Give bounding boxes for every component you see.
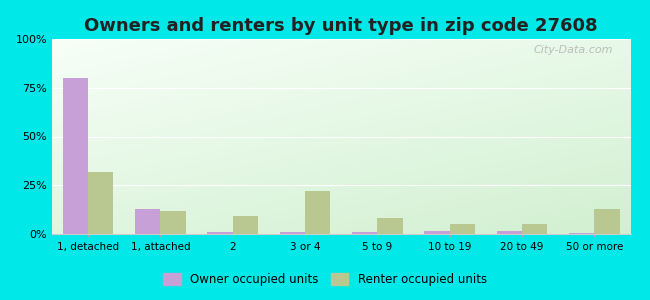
Bar xyxy=(378,218,403,234)
Bar xyxy=(594,209,619,234)
Title: Owners and renters by unit type in zip code 27608: Owners and renters by unit type in zip c… xyxy=(84,17,598,35)
Bar xyxy=(63,78,88,234)
Bar xyxy=(352,232,378,234)
Bar xyxy=(450,224,475,234)
Bar xyxy=(522,224,547,234)
Bar xyxy=(135,209,161,234)
Bar xyxy=(424,231,450,234)
Bar xyxy=(305,191,330,234)
Bar xyxy=(233,217,258,234)
Legend: Owner occupied units, Renter occupied units: Owner occupied units, Renter occupied un… xyxy=(159,268,491,291)
Bar xyxy=(569,233,594,234)
Bar xyxy=(161,211,186,234)
Bar xyxy=(88,172,114,234)
Bar xyxy=(497,231,522,234)
Text: City-Data.com: City-Data.com xyxy=(534,45,613,55)
Bar xyxy=(280,232,305,234)
Bar xyxy=(207,232,233,234)
